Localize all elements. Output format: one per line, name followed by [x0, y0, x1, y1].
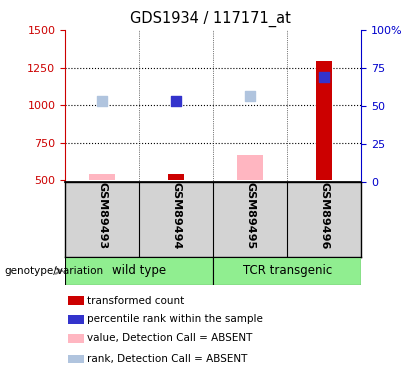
- Bar: [168, 174, 184, 180]
- Text: transformed count: transformed count: [87, 296, 184, 306]
- Bar: [68, 334, 84, 343]
- Bar: [68, 296, 84, 305]
- Point: [99, 98, 105, 104]
- Text: GDS1934 / 117171_at: GDS1934 / 117171_at: [129, 11, 291, 27]
- Bar: [68, 355, 84, 363]
- Text: GSM89493: GSM89493: [97, 182, 107, 249]
- Text: value, Detection Call = ABSENT: value, Detection Call = ABSENT: [87, 333, 253, 344]
- Text: percentile rank within the sample: percentile rank within the sample: [87, 315, 263, 324]
- Bar: [65, 257, 213, 285]
- Text: GSM89495: GSM89495: [245, 182, 255, 249]
- Point: [247, 93, 254, 99]
- Bar: [89, 174, 115, 180]
- Text: GSM89496: GSM89496: [319, 182, 329, 249]
- Point: [321, 74, 328, 80]
- Bar: [213, 257, 361, 285]
- Bar: [237, 155, 263, 180]
- Text: genotype/variation: genotype/variation: [4, 266, 103, 276]
- Bar: [68, 315, 84, 324]
- Text: TCR transgenic: TCR transgenic: [243, 264, 332, 278]
- Text: wild type: wild type: [112, 264, 166, 278]
- Text: rank, Detection Call = ABSENT: rank, Detection Call = ABSENT: [87, 354, 248, 364]
- Text: GSM89494: GSM89494: [171, 182, 181, 249]
- Bar: [316, 61, 332, 180]
- Point: [173, 98, 179, 104]
